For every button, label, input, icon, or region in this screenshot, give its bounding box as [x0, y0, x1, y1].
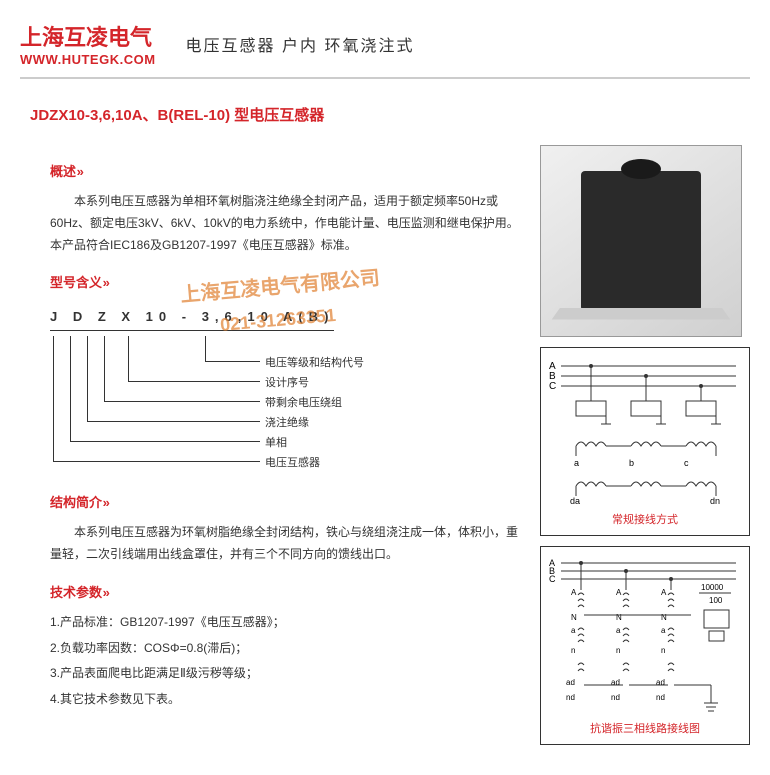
- model-title: 型号含义: [50, 271, 520, 294]
- main-content: 概述 本系列电压互感器为单相环氧树脂浇注绝缘全封闭产品，适用于额定频率50Hz或…: [20, 145, 750, 755]
- da-label: da: [570, 496, 580, 506]
- svg-text:nd: nd: [656, 693, 665, 702]
- website-url: WWW.HUTEGK.COM: [20, 52, 156, 67]
- model-tree: 电压等级和结构代号 设计序号 带剩余电压绕组 浇注绝缘 单相 电压互感器: [50, 336, 520, 476]
- tech-item-2: 3.产品表面爬电比距满足Ⅱ级污秽等级；: [50, 663, 520, 685]
- svg-text:N: N: [661, 613, 667, 622]
- xfmr-col-3: A N a n ad nd: [656, 577, 674, 702]
- model-label-5: 电压互感器: [265, 454, 320, 474]
- structure-title: 结构简介: [50, 491, 520, 514]
- model-string: J D Z X 10 - 3,6,10 A(B): [50, 305, 334, 331]
- wiring2-caption: 抗谐振三相线路接线图: [546, 720, 744, 736]
- tech-item-3: 4.其它技术参数见下表。: [50, 689, 520, 711]
- svg-text:N: N: [616, 613, 622, 622]
- wiring1-svg: A B C: [546, 356, 741, 506]
- model-label-4: 单相: [265, 434, 287, 454]
- svg-text:A: A: [616, 588, 622, 597]
- sec-a: a: [574, 458, 579, 468]
- wiring1-caption: 常规接线方式: [546, 511, 744, 527]
- photo-device-cap: [621, 159, 661, 179]
- svg-text:n: n: [616, 646, 620, 655]
- wiring-diagram-1: A B C: [540, 347, 750, 536]
- svg-text:ad: ad: [611, 678, 620, 687]
- svg-text:a: a: [616, 626, 621, 635]
- model-label-3: 浇注绝缘: [265, 414, 309, 434]
- ratio-den: 100: [709, 596, 723, 605]
- product-title: JDZX10-3,6,10A、B(REL-10) 型电压互感器: [20, 104, 750, 125]
- wiring-diagram-2: A B C A N a n ad nd: [540, 546, 750, 745]
- tech-params: 1.产品标准：GB1207-1997《电压互感器》； 2.负载功率因数：COSΦ…: [50, 612, 520, 710]
- svg-text:A: A: [661, 588, 667, 597]
- model-breakdown: J D Z X 10 - 3,6,10 A(B) 电压等级和结构代号 设计序号: [50, 305, 520, 476]
- svg-text:ad: ad: [566, 678, 575, 687]
- p2-c: C: [549, 574, 556, 584]
- sec-c: c: [684, 458, 689, 468]
- xfmr-col-1: A N a n ad nd: [566, 561, 584, 702]
- tech-item-1: 2.负载功率因数：COSΦ=0.8(滞后)；: [50, 638, 520, 660]
- svg-text:n: n: [661, 646, 665, 655]
- left-column: 概述 本系列电压互感器为单相环氧树脂浇注绝缘全封闭产品，适用于额定频率50Hz或…: [50, 145, 520, 755]
- model-label-0: 电压等级和结构代号: [265, 354, 364, 374]
- svg-text:A: A: [571, 588, 577, 597]
- header-title: 电压互感器 户内 环氧浇注式: [186, 32, 415, 56]
- overview-text: 本系列电压互感器为单相环氧树脂浇注绝缘全封闭产品，适用于额定频率50Hz或60H…: [50, 191, 520, 256]
- svg-text:N: N: [571, 613, 577, 622]
- dn-label: dn: [710, 496, 720, 506]
- svg-text:n: n: [571, 646, 575, 655]
- overview-title: 概述: [50, 160, 520, 183]
- svg-text:nd: nd: [566, 693, 575, 702]
- photo-device-base: [552, 308, 731, 320]
- model-label-1: 设计序号: [265, 374, 309, 394]
- tech-item-0: 1.产品标准：GB1207-1997《电压互感器》；: [50, 612, 520, 634]
- product-photo: [540, 145, 742, 337]
- structure-text: 本系列电压互感器为环氧树脂绝缘全封闭结构，铁心与绕组浇注成一体，体积小，重量轻，…: [50, 522, 520, 565]
- page-header: 上海互凌电气 WWW.HUTEGK.COM 电压互感器 户内 环氧浇注式: [20, 20, 750, 79]
- model-label-2: 带剩余电压绕组: [265, 394, 342, 414]
- xfmr-col-2: A N a n ad nd: [611, 569, 629, 702]
- svg-text:a: a: [661, 626, 666, 635]
- sec-b: b: [629, 458, 634, 468]
- svg-text:ad: ad: [656, 678, 665, 687]
- company-name: 上海互凌电气: [20, 20, 156, 52]
- phase-c: C: [549, 381, 556, 392]
- logo-block: 上海互凌电气 WWW.HUTEGK.COM: [20, 20, 156, 67]
- tech-title: 技术参数: [50, 581, 520, 604]
- wiring2-svg: A B C A N a n ad nd: [546, 555, 741, 715]
- right-column: A B C: [540, 145, 750, 755]
- svg-text:a: a: [571, 626, 576, 635]
- photo-device-body: [581, 171, 701, 311]
- ratio-num: 10000: [701, 583, 724, 592]
- svg-text:nd: nd: [611, 693, 620, 702]
